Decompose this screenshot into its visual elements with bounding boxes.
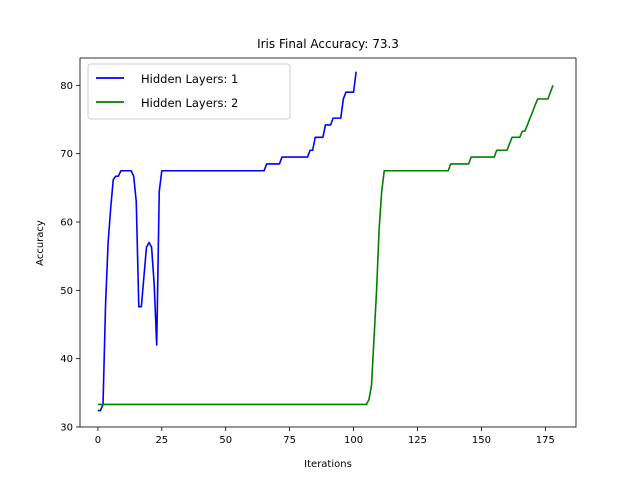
legend-box bbox=[87, 63, 291, 120]
y-tick-label: 50 bbox=[60, 286, 73, 297]
x-tick-label: 25 bbox=[155, 435, 168, 446]
y-tick-label: 60 bbox=[60, 218, 73, 229]
y-axis-label: Accuracy bbox=[35, 220, 46, 266]
series-line-2 bbox=[97, 85, 554, 406]
x-tick-label: 175 bbox=[536, 435, 555, 446]
x-tick-label: 75 bbox=[283, 435, 296, 446]
legend-label-series-1: Hidden Layers: 1 bbox=[141, 72, 238, 86]
x-tick-label: 125 bbox=[408, 435, 427, 446]
y-tick-label: 80 bbox=[60, 81, 73, 92]
x-tick-label: 100 bbox=[344, 435, 363, 446]
legend: Hidden Layers: 1 Hidden Layers: 2 bbox=[87, 63, 291, 120]
x-axis-label: Iterations bbox=[304, 459, 352, 470]
plot-lines bbox=[97, 71, 554, 412]
x-tick-label: 50 bbox=[219, 435, 232, 446]
plot-frame bbox=[79, 57, 577, 428]
y-axis: 30 40 50 60 70 80 bbox=[60, 81, 80, 434]
chart-title: Iris Final Accuracy: 73.3 bbox=[257, 37, 399, 51]
x-tick-label: 0 bbox=[95, 435, 101, 446]
series-line-1 bbox=[97, 71, 357, 412]
x-tick-label: 150 bbox=[472, 435, 491, 446]
x-axis: 0 25 50 75 100 125 150 175 bbox=[95, 427, 555, 446]
legend-label-series-2: Hidden Layers: 2 bbox=[141, 96, 238, 110]
y-tick-label: 30 bbox=[60, 423, 73, 434]
y-tick-label: 70 bbox=[60, 149, 73, 160]
y-tick-label: 40 bbox=[60, 354, 73, 365]
